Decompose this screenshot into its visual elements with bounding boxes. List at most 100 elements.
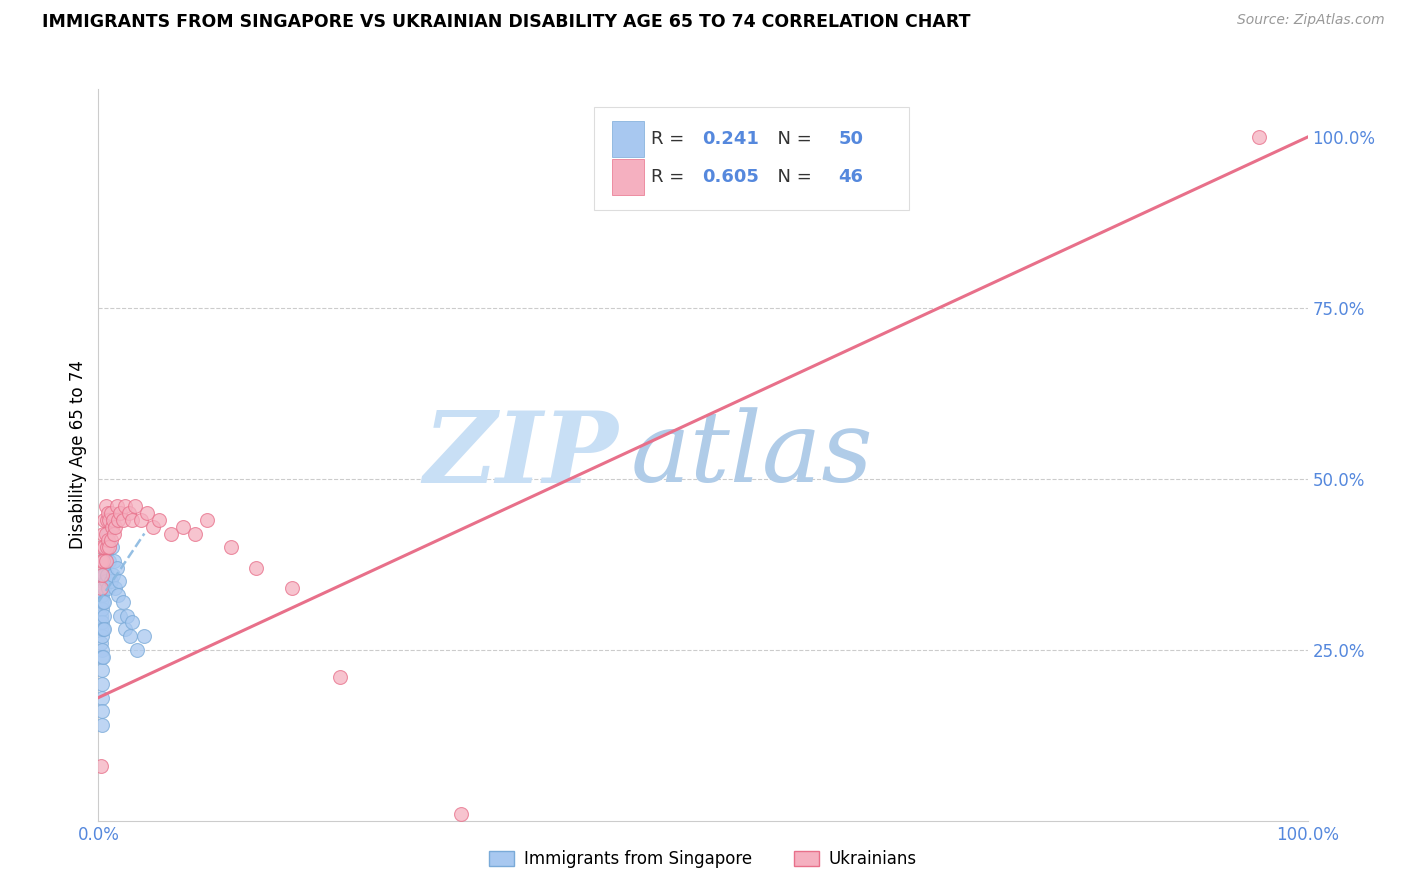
- Point: [97, 533, 120, 548]
- Point: [97, 581, 120, 595]
- Text: 46: 46: [838, 168, 863, 186]
- Point: [90, 622, 112, 636]
- Point: [111, 513, 134, 527]
- Point: [450, 806, 472, 821]
- Point: [100, 519, 122, 533]
- FancyBboxPatch shape: [595, 108, 908, 210]
- Point: [91, 718, 114, 732]
- Point: [93, 540, 115, 554]
- Point: [91, 704, 114, 718]
- Point: [103, 526, 125, 541]
- Point: [91, 642, 114, 657]
- Point: [97, 506, 120, 520]
- Point: [91, 540, 114, 554]
- Point: [281, 581, 304, 595]
- Point: [107, 588, 129, 602]
- Point: [100, 540, 122, 554]
- Point: [94, 526, 117, 541]
- Point: [100, 574, 122, 589]
- Point: [98, 554, 121, 568]
- Point: [121, 513, 143, 527]
- Point: [91, 601, 114, 615]
- Point: [91, 574, 114, 589]
- Point: [96, 567, 118, 582]
- Point: [91, 567, 114, 582]
- Point: [94, 547, 117, 561]
- Text: Source: ZipAtlas.com: Source: ZipAtlas.com: [1237, 13, 1385, 28]
- Point: [245, 560, 267, 574]
- Point: [121, 615, 143, 630]
- Text: ZIP: ZIP: [423, 407, 619, 503]
- Point: [91, 526, 114, 541]
- Point: [91, 554, 114, 568]
- Point: [93, 554, 115, 568]
- Point: [108, 608, 131, 623]
- Point: [124, 499, 146, 513]
- Point: [142, 519, 165, 533]
- Point: [108, 506, 131, 520]
- Point: [91, 677, 114, 691]
- Point: [90, 581, 112, 595]
- Point: [195, 513, 218, 527]
- Point: [91, 567, 114, 582]
- Point: [100, 513, 122, 527]
- Point: [148, 513, 170, 527]
- Point: [93, 608, 115, 623]
- Point: [117, 608, 139, 623]
- FancyBboxPatch shape: [612, 121, 644, 157]
- Point: [94, 574, 117, 589]
- Legend: Immigrants from Singapore, Ukrainians: Immigrants from Singapore, Ukrainians: [482, 843, 924, 874]
- Point: [107, 513, 129, 527]
- Point: [97, 526, 120, 541]
- Text: 0.605: 0.605: [702, 168, 759, 186]
- Point: [105, 560, 128, 574]
- Text: IMMIGRANTS FROM SINGAPORE VS UKRAINIAN DISABILITY AGE 65 TO 74 CORRELATION CHART: IMMIGRANTS FROM SINGAPORE VS UKRAINIAN D…: [42, 13, 970, 31]
- Point: [91, 629, 114, 643]
- Point: [135, 506, 157, 520]
- Point: [96, 513, 118, 527]
- Point: [93, 513, 115, 527]
- Point: [91, 649, 114, 664]
- Point: [118, 506, 141, 520]
- Point: [100, 533, 122, 548]
- Point: [93, 622, 115, 636]
- Point: [90, 759, 112, 773]
- Point: [91, 622, 114, 636]
- Point: [129, 513, 152, 527]
- Point: [114, 499, 136, 513]
- Point: [93, 595, 115, 609]
- Point: [104, 581, 127, 595]
- Point: [91, 595, 114, 609]
- Point: [221, 540, 243, 554]
- Point: [91, 663, 114, 677]
- Point: [100, 506, 122, 520]
- Point: [91, 690, 114, 705]
- Point: [96, 540, 118, 554]
- Point: [104, 519, 127, 533]
- Point: [101, 513, 124, 527]
- Point: [108, 574, 131, 589]
- Point: [118, 629, 141, 643]
- Text: 0.241: 0.241: [702, 130, 759, 148]
- Text: atlas: atlas: [630, 408, 873, 502]
- Point: [105, 499, 128, 513]
- Point: [329, 670, 352, 684]
- Point: [91, 615, 114, 630]
- Point: [134, 629, 156, 643]
- Text: R =: R =: [651, 168, 690, 186]
- Point: [184, 526, 207, 541]
- Text: N =: N =: [766, 168, 817, 186]
- Point: [94, 499, 117, 513]
- Point: [90, 554, 112, 568]
- Point: [103, 554, 125, 568]
- Text: 50: 50: [838, 130, 863, 148]
- Point: [172, 519, 194, 533]
- FancyBboxPatch shape: [612, 159, 644, 194]
- Point: [93, 567, 115, 582]
- Point: [94, 554, 117, 568]
- Point: [96, 540, 118, 554]
- Point: [114, 622, 136, 636]
- Point: [1249, 130, 1271, 145]
- Point: [160, 526, 183, 541]
- Point: [98, 540, 121, 554]
